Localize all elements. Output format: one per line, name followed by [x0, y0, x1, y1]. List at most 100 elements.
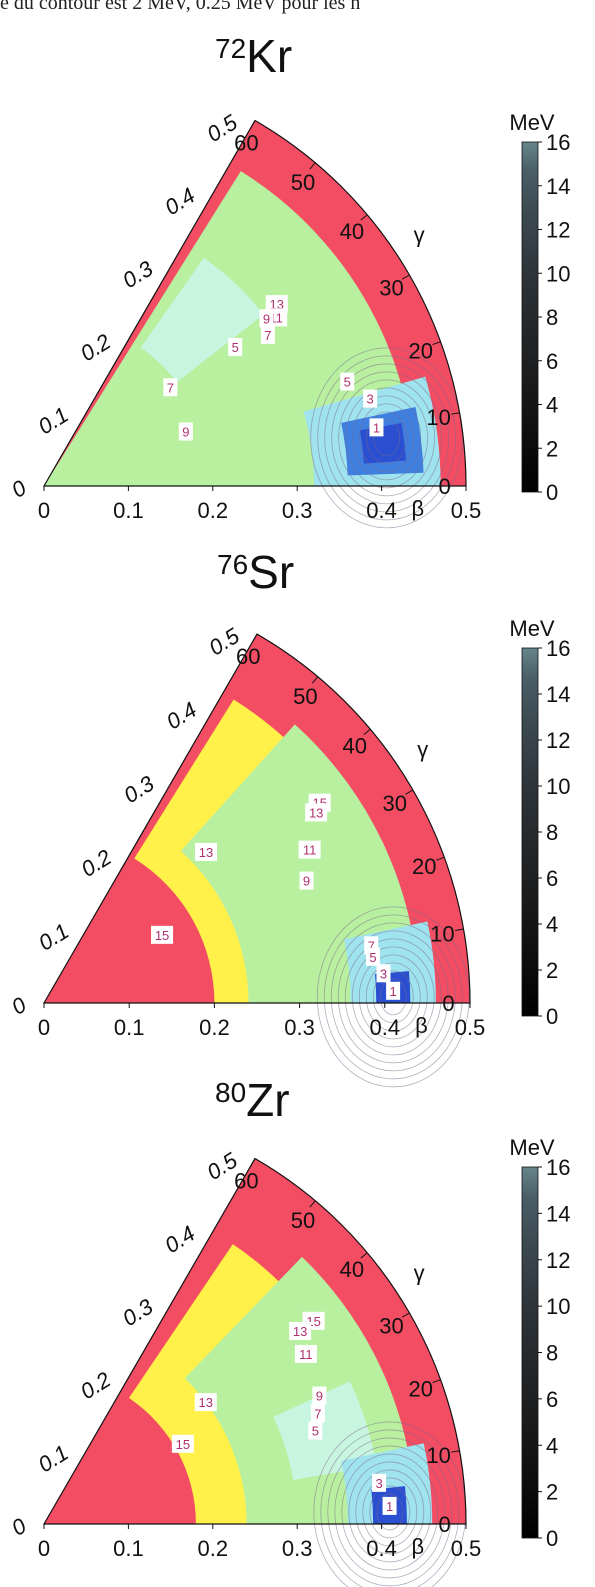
contour-label: 7: [264, 328, 271, 343]
title-element-symbol: Zr: [246, 1074, 289, 1126]
contour-label-box: [228, 338, 243, 357]
contour-label-box: [195, 842, 218, 861]
gamma-tick-label: 40: [340, 1257, 364, 1282]
contour-label: 13: [293, 1324, 307, 1339]
gamma-tick-label: 50: [293, 684, 317, 709]
contour-line: [348, 1461, 432, 1563]
beta-tick-label: 0.2: [199, 1015, 230, 1040]
gamma-tick-label: 30: [379, 276, 403, 301]
contour-label: 7: [314, 1406, 321, 1421]
colorbar-tick-label: 12: [546, 728, 570, 753]
gamma-tick-mark: [401, 274, 410, 280]
contour-label-box: [310, 1404, 325, 1423]
radial-tick-label: 0.2: [76, 329, 115, 366]
gamma-tick-mark: [309, 162, 316, 170]
contour-label-box: [386, 981, 401, 1000]
gamma-tick-label: 10: [430, 921, 454, 946]
contour-label: 7: [368, 938, 375, 953]
colorbar-tick-label: 14: [546, 174, 570, 199]
gamma-axis-label: γ: [414, 222, 425, 247]
contour-line: [372, 970, 414, 1024]
contour-label-box: [363, 389, 378, 408]
beta-tick-label: 0.4: [366, 498, 397, 523]
gamma-tick-label: 0: [439, 474, 451, 499]
gamma-tick-label: 0: [439, 1512, 451, 1537]
gamma-tick-mark: [252, 633, 258, 642]
gamma-tick-label: 20: [412, 854, 436, 879]
beta-tick-label: 0.3: [282, 1536, 313, 1561]
contour-line: [376, 1493, 404, 1531]
colorbar-tick-label: 2: [546, 1480, 558, 1505]
radial-tick-label: 0: [7, 992, 31, 1020]
radial-tick-label: 0.4: [162, 697, 201, 734]
colorbar-tick-label: 2: [546, 958, 558, 983]
contour-label-box: [260, 325, 275, 344]
contour-line: [362, 1477, 418, 1547]
contour-label-box: [305, 803, 328, 822]
contour-label: 15: [155, 928, 169, 943]
contour-line: [373, 419, 401, 457]
contour-label-box: [299, 871, 314, 890]
contour-line: [341, 1453, 439, 1571]
contour-label: 1: [373, 420, 380, 435]
contour-label: 11: [299, 1347, 313, 1362]
gamma-axis-label: γ: [414, 1260, 425, 1285]
radial-tick-label: 0.1: [34, 918, 73, 955]
gamma-tick-mark: [360, 214, 368, 221]
colorbar-tick-label: 8: [546, 820, 558, 845]
colorbar: [521, 647, 539, 1017]
gamma-tick-label: 50: [291, 170, 315, 195]
radial-tick-label: 0.3: [118, 255, 158, 293]
colorbar-unit: MeV: [509, 1135, 555, 1160]
colorbar-tick-label: 16: [546, 636, 570, 661]
radial-tick-label: 0.4: [160, 183, 199, 220]
radial-tick-label: 0.1: [34, 1440, 73, 1477]
contour-label: 7: [167, 380, 174, 395]
contour-label-box: [312, 1386, 327, 1405]
contour-line: [324, 363, 450, 513]
radial-tick-label: 0.4: [160, 1221, 199, 1258]
radial-tick-label: 0.2: [76, 1367, 115, 1404]
colorbar-tick-label: 0: [546, 1526, 558, 1551]
beta-tick-label: 0.1: [114, 1015, 145, 1040]
colorbar-tick-label: 14: [546, 682, 570, 707]
contour-line: [334, 1445, 446, 1579]
title-element-symbol: Sr: [248, 546, 294, 598]
gamma-tick-mark: [360, 1252, 368, 1259]
radial-tick-label: 0: [7, 1513, 31, 1541]
gamma-tick-mark: [451, 1450, 460, 1453]
beta-tick-label: 0.4: [370, 1015, 401, 1040]
beta-tick-label: 0: [38, 498, 50, 523]
contour-line: [320, 1429, 460, 1587]
colorbar-tick-label: 10: [546, 261, 570, 286]
colorbar-unit: MeV: [509, 110, 555, 135]
colorbar-tick-label: 4: [546, 912, 558, 937]
wedge-frame: [42, 119, 467, 487]
contour-label: 9: [316, 1389, 323, 1404]
contour-label: 11: [303, 843, 317, 858]
gamma-tick-mark: [451, 412, 460, 415]
title-element-symbol: Kr: [246, 30, 292, 82]
contour-line: [366, 411, 408, 465]
gamma-tick-label: 40: [343, 734, 367, 759]
contour-label-box: [151, 925, 174, 944]
gamma-tick-mark: [401, 1312, 410, 1318]
gamma-tick-label: 10: [426, 405, 450, 430]
gamma-tick-label: 60: [234, 130, 258, 155]
contour-label: 5: [369, 950, 376, 965]
contour-label-box: [366, 947, 381, 966]
contour-label-box: [340, 372, 355, 391]
beta-axis-label: β: [411, 496, 424, 521]
beta-tick-label: 0.5: [451, 1536, 482, 1561]
gamma-axis-label: γ: [417, 737, 428, 762]
contour-line: [369, 1485, 411, 1539]
contour-line: [317, 355, 457, 521]
contour-label-box: [163, 378, 178, 397]
panel-title: 80Zr: [215, 1074, 290, 1126]
contour-line: [323, 914, 463, 1080]
energy-region: [341, 1443, 433, 1524]
beta-tick-label: 0.4: [366, 1536, 397, 1561]
contour-line: [359, 403, 415, 473]
contour-line: [316, 906, 470, 1088]
gamma-tick-label: 60: [236, 644, 260, 669]
